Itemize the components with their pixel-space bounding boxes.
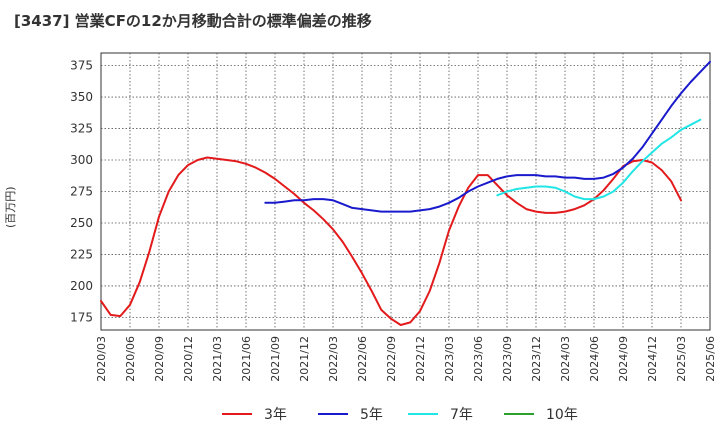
x-tick-label: 2023/09 xyxy=(501,336,514,382)
x-tick-label: 2020/09 xyxy=(153,336,166,382)
legend-label: 10年 xyxy=(546,407,578,423)
x-tick-label: 2023/06 xyxy=(472,336,485,382)
y-tick-label: 375 xyxy=(70,59,93,73)
y-tick-label: 225 xyxy=(70,247,93,261)
x-tick-label: 2021/03 xyxy=(211,336,224,382)
y-tick-label: 250 xyxy=(70,216,93,230)
chart-title: [3437] 営業CFの12か月移動合計の標準偏差の推移 xyxy=(14,12,372,30)
x-tick-label: 2021/09 xyxy=(269,336,282,382)
x-tick-label: 2021/06 xyxy=(240,336,253,382)
series-line xyxy=(496,118,702,201)
x-tick-label: 2025/06 xyxy=(704,336,717,382)
x-tick-label: 2020/03 xyxy=(95,336,108,382)
x-axis-ticks: 2020/03 2020/06 2020/09 2020/12 2021/03 2021/… xyxy=(95,336,717,382)
x-tick-label: 2024/03 xyxy=(559,336,572,382)
x-tick-label: 2023/03 xyxy=(443,336,456,382)
x-tick-label: 2021/12 xyxy=(298,336,311,382)
y-tick-label: 325 xyxy=(70,122,93,136)
grid-lines xyxy=(101,53,710,330)
y-tick-label: 275 xyxy=(70,185,93,199)
x-tick-label: 2020/12 xyxy=(182,336,195,382)
y-tick-label: 175 xyxy=(70,310,93,324)
legend-label: 3年 xyxy=(264,407,287,423)
legend: 3年 5年 7年 10年 xyxy=(222,407,578,423)
legend-label: 7年 xyxy=(450,407,473,423)
x-tick-label: 2022/06 xyxy=(356,336,369,382)
legend-label: 5年 xyxy=(360,407,383,423)
x-tick-label: 2024/09 xyxy=(617,336,630,382)
y-tick-label: 200 xyxy=(70,279,93,293)
y-axis-ticks: 175 200 225 250 275 300 325 350 375 xyxy=(70,59,93,325)
series-line xyxy=(264,60,711,213)
x-tick-label: 2023/12 xyxy=(530,336,543,382)
series-lines xyxy=(100,60,711,326)
series-line xyxy=(100,156,682,326)
x-tick-label: 2022/03 xyxy=(327,336,340,382)
y-tick-label: 300 xyxy=(70,153,93,167)
y-tick-label: 350 xyxy=(70,90,93,104)
x-tick-label: 2020/06 xyxy=(124,336,137,382)
x-tick-label: 2022/09 xyxy=(385,336,398,382)
x-tick-label: 2022/12 xyxy=(414,336,427,382)
x-tick-label: 2024/12 xyxy=(646,336,659,382)
x-tick-label: 2024/06 xyxy=(588,336,601,382)
x-tick-label: 2025/03 xyxy=(675,336,688,382)
